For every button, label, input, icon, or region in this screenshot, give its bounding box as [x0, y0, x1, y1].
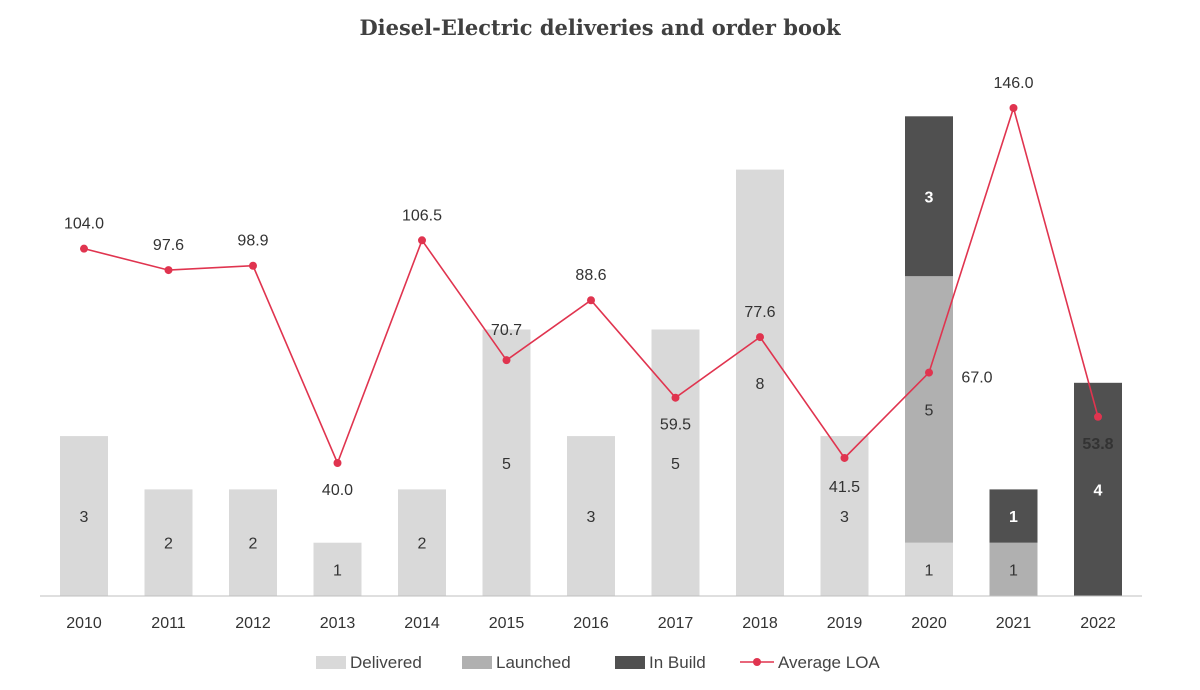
bar-value-label: 3	[587, 509, 596, 526]
bar-delivered-2010	[60, 436, 108, 596]
legend-swatch	[462, 656, 492, 669]
bar-value-label: 8	[756, 376, 765, 393]
bar-value-label: 1	[925, 562, 934, 579]
line-value-label: 97.6	[153, 237, 184, 254]
line-value-label: 53.8	[1082, 436, 1113, 453]
bar-value-label: 1	[1009, 509, 1018, 526]
bar-value-label: 2	[249, 536, 258, 553]
bar-in-build-2021	[989, 489, 1038, 543]
line-layer: 104.097.6 98.940.0106.570.788.659.577.641…	[64, 75, 1114, 499]
bar-value-label: 1	[333, 562, 342, 579]
bars-layer: 3 2 2 1 2 5 3 5 8 3 1 5 3 1 1 4	[60, 116, 1122, 596]
bar-delivered-2011	[144, 489, 193, 596]
bar-delivered-2015	[482, 329, 531, 596]
x-tick-label: 2018	[742, 615, 778, 632]
x-tick-label: 2017	[658, 615, 694, 632]
line-value-label: 106.5	[402, 207, 442, 224]
line-value-label: 98.9	[237, 233, 268, 250]
bar-value-label: 2	[164, 536, 173, 553]
line-value-label: 77.6	[744, 304, 775, 321]
bar-value-label: 5	[502, 456, 511, 473]
x-tick-label: 2019	[827, 615, 863, 632]
line-point	[840, 453, 849, 462]
bar-delivered-2017	[651, 329, 700, 596]
x-tick-label: 2016	[573, 615, 609, 632]
line-point	[1094, 412, 1102, 421]
x-tick-label: 2020	[911, 615, 947, 632]
line-point	[249, 261, 257, 270]
line-point	[418, 236, 426, 245]
line-value-label: 146.0	[993, 75, 1033, 92]
line-point	[671, 393, 680, 402]
legend: Delivered Launched In Build Average LOA	[316, 653, 880, 672]
line-value-label: 88.6	[575, 267, 606, 284]
bar-delivered-2012	[229, 489, 277, 596]
x-tick-label: 2021	[996, 615, 1032, 632]
line-value-label: 59.5	[660, 417, 691, 434]
bar-delivered-2014	[398, 489, 446, 596]
bar-value-label: 2	[418, 536, 427, 553]
line-point	[164, 266, 173, 275]
line-value-label: 104.0	[64, 216, 104, 233]
legend-swatch-marker	[753, 658, 761, 666]
line-point	[587, 296, 595, 305]
legend-label: In Build	[649, 653, 706, 672]
x-tick-label: 2015	[489, 615, 525, 632]
bar-value-label: 4	[1094, 482, 1103, 499]
bar-value-label: 3	[80, 509, 89, 526]
x-tick-label: 2011	[151, 615, 186, 632]
legend-swatch	[615, 656, 645, 669]
x-tick-label: 2012	[235, 615, 271, 632]
bar-delivered-2016	[567, 436, 615, 596]
line-point	[502, 356, 511, 365]
line-value-label: 67.0	[961, 370, 992, 387]
bar-delivered-2013	[313, 542, 362, 596]
line-value-label: 40.0	[322, 482, 353, 499]
chart-title: Diesel-Electric deliveries and order boo…	[359, 15, 841, 40]
bar-value-label: 5	[671, 456, 680, 473]
line-point	[1009, 104, 1018, 112]
bar-launched-2021	[989, 542, 1038, 596]
bar-value-label: 5	[925, 402, 934, 419]
x-tick-label: 2014	[404, 615, 440, 632]
legend-label: Delivered	[350, 653, 422, 672]
bar-delivered-2018	[736, 169, 784, 596]
legend-swatch	[316, 656, 346, 669]
line-value-label: 70.7	[491, 322, 522, 339]
x-tick-label: 2022	[1080, 615, 1116, 632]
bar-value-label: 3	[840, 509, 849, 526]
bar-value-label: 1	[1009, 562, 1018, 579]
legend-label: Launched	[496, 653, 571, 672]
bar-value-label: 3	[925, 189, 934, 206]
x-tick-label: 2010	[66, 615, 102, 632]
line-value-label: 41.5	[829, 479, 860, 496]
x-tick-label: 2013	[320, 615, 356, 632]
line-point	[333, 459, 342, 467]
line-point	[756, 333, 764, 342]
x-tick-labels: 2010 2011 2012 2013 2014 2015 2016 2017 2018 2019…	[66, 615, 1116, 632]
line-point	[80, 244, 88, 253]
bar-delivered-2019	[820, 436, 869, 596]
line-point	[925, 368, 933, 377]
bar-delivered-2020	[905, 542, 953, 596]
legend-label: Average LOA	[778, 653, 880, 672]
bar-in-build-2020	[905, 116, 953, 277]
